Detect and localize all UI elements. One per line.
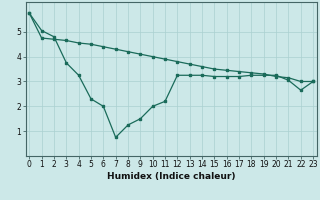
- X-axis label: Humidex (Indice chaleur): Humidex (Indice chaleur): [107, 172, 236, 181]
